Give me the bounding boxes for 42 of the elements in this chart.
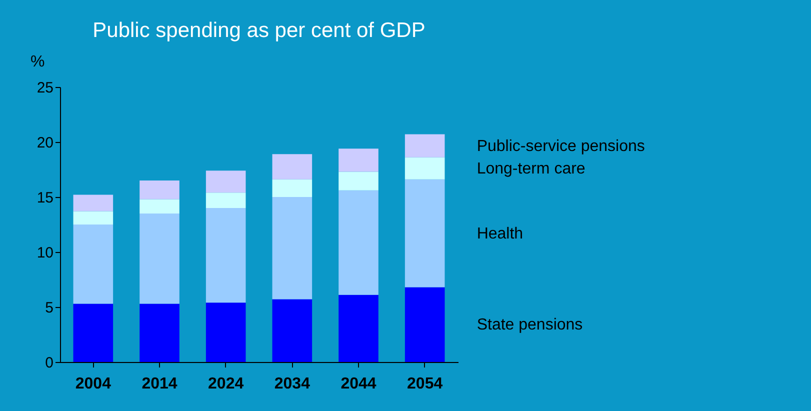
- bar: [404, 134, 445, 158]
- bar: [73, 194, 114, 212]
- text: Long-term care: [476, 160, 586, 178]
- bar: [272, 154, 312, 180]
- y-tick-label: 15: [36, 190, 54, 206]
- bar: [338, 148, 378, 172]
- bar: [272, 197, 312, 300]
- bar: [140, 199, 180, 214]
- bar: [140, 214, 180, 304]
- bar: [206, 170, 246, 193]
- y-tick-label: 10: [36, 244, 54, 262]
- x-tick-label: 2054: [407, 376, 443, 392]
- bar: [338, 172, 378, 190]
- x-tick-label: 2044: [340, 376, 376, 392]
- bar: [206, 302, 246, 362]
- bar: [404, 157, 445, 180]
- bar: [272, 179, 312, 197]
- y-tick-label: 20: [36, 134, 54, 152]
- bar: [272, 299, 312, 362]
- bar: [73, 224, 114, 304]
- x-tick-label: 2024: [208, 376, 244, 392]
- y-tick-label: 25: [36, 80, 54, 96]
- chart-title: Public spending as per cent of GDP: [92, 19, 426, 42]
- bar: [73, 304, 114, 362]
- bar: [338, 294, 378, 362]
- bar: [338, 190, 378, 295]
- y-tick-label: 0: [45, 354, 54, 372]
- text: Public-service pensions: [476, 138, 645, 155]
- bar: [206, 192, 246, 208]
- bar: [73, 211, 114, 224]
- text: State pensions: [476, 316, 583, 334]
- bar: [404, 179, 445, 288]
- bar: [206, 208, 246, 303]
- x-tick-label: 2014: [142, 376, 178, 392]
- x-tick-label: 2034: [274, 376, 310, 392]
- text: Health: [476, 225, 524, 242]
- bar: [140, 180, 180, 200]
- y-tick-label: 5: [45, 300, 54, 316]
- bar: [404, 287, 445, 362]
- bar: [140, 304, 180, 362]
- y-axis-title: %: [30, 54, 45, 70]
- x-tick-label: 2004: [75, 376, 112, 392]
